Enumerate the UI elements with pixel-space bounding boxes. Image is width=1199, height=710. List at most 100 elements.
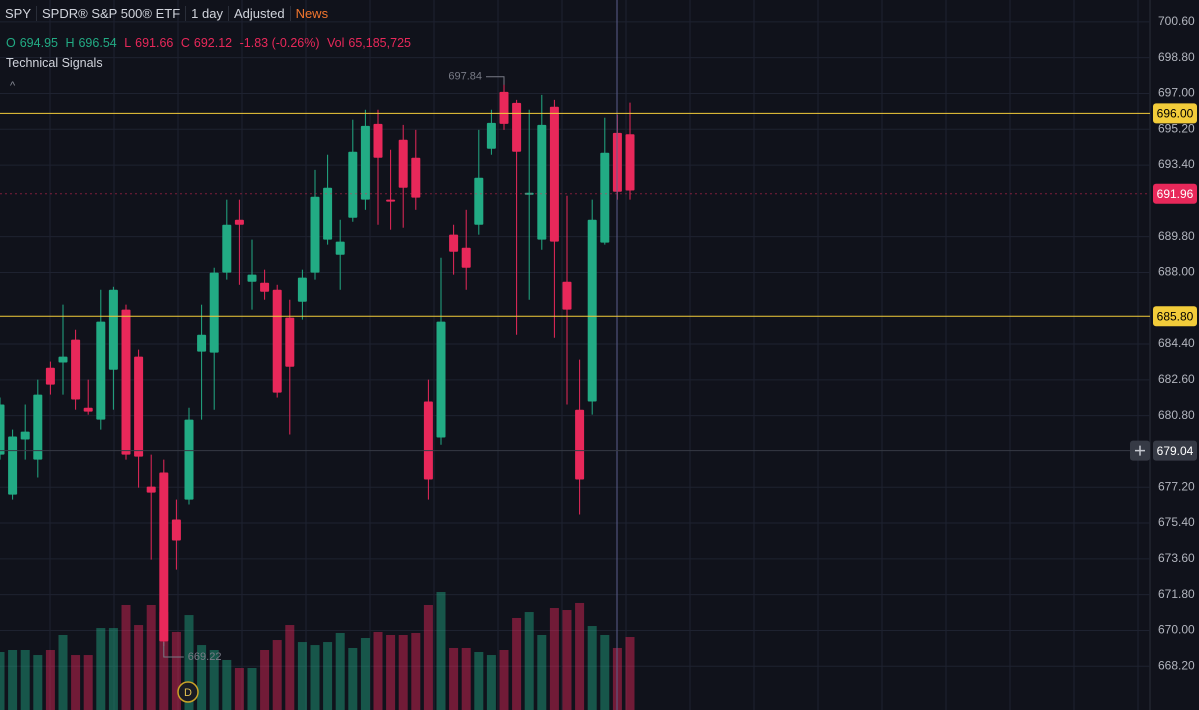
interval[interactable]: 1 day [186,6,229,21]
candle-body [96,321,106,420]
price-label-box [1153,103,1197,124]
c-value: 692.12 [193,36,233,50]
candle-body [45,367,55,385]
volume-bar [486,655,496,710]
price-label-box [1153,306,1197,327]
candle-body [20,431,30,440]
candle-body [398,139,408,188]
ohlc-legend: O 694.95 H 696.54 L 691.66 C 692.12 -1.83 (-… [6,36,415,50]
candle-body [512,102,522,152]
volume-bar [234,668,244,710]
volume-bar [360,638,370,710]
y-tick-label: 673.60 [1158,551,1195,565]
candle-body [360,125,370,200]
y-tick-label: 689.80 [1158,229,1195,243]
candle-body [171,519,181,541]
candle-body [310,196,320,273]
volume-bar [134,625,144,710]
price-label: 685.80 [1157,309,1194,323]
y-tick-label: 693.40 [1158,157,1195,171]
high-leader [486,76,505,85]
volume-bar [537,634,547,710]
volume-bar [461,647,471,710]
candle-body [423,401,433,480]
volume-bar [260,649,270,710]
candle-body [260,282,270,292]
price-label: 691.96 [1157,187,1194,201]
y-tick-label: 695.20 [1158,121,1195,135]
volume-bar [58,634,68,710]
candle-body [386,199,396,202]
volume-bar [285,625,295,710]
candle-body [184,419,194,500]
candle-body [549,106,559,242]
candle-body [449,234,459,252]
vol-value: 65,185,725 [348,36,411,50]
candle-body [474,177,484,225]
candle-body [575,409,585,480]
candle-body [121,309,131,455]
marker-circle[interactable] [177,681,199,703]
h-label: H [65,36,75,50]
candle-body [58,356,68,363]
y-tick-label: 675.40 [1158,515,1195,529]
header: SPY SPDR® S&P 500® ETF 1 day Adjusted Ne… [0,6,333,21]
candle-body [83,407,93,412]
candle-body [499,91,509,124]
volume-bar [600,634,610,710]
candle-body [461,247,471,268]
candle-body [335,241,345,255]
collapse-caret[interactable]: ^ [10,80,16,92]
volume-bar [272,640,282,710]
h-value: 696.54 [78,36,117,50]
y-tick-label: 682.60 [1158,372,1195,386]
volume-bar [8,649,18,710]
y-tick-label: 680.80 [1158,408,1195,422]
news[interactable]: News [295,6,329,21]
candle-body [222,224,232,273]
candle-body [209,272,219,353]
candle-body [33,394,43,460]
volume-bar [386,634,396,710]
candle-body [285,317,295,367]
price-label-box [1153,183,1197,204]
l-label: L [124,36,132,50]
volume-bar [323,642,333,710]
candle-body [562,281,572,310]
volume-bar [587,626,597,710]
volume-bar [499,649,509,710]
price-label-box [1153,440,1197,461]
volume-bar [524,612,534,710]
adjust[interactable]: Adjusted [229,6,291,21]
volume-bar [549,608,559,710]
volume-bar [121,604,131,710]
price-label: 679.04 [1157,444,1194,458]
candle-body [411,157,421,198]
candle-body [323,187,333,240]
volume-bar [474,652,484,710]
volume-bar [297,642,307,710]
candle-body [0,404,5,455]
volume-bar [184,615,194,710]
candle-body [348,151,358,218]
candle-body [587,219,597,402]
symbol[interactable]: SPY [0,6,38,21]
volume-bar [348,647,358,710]
volume-bar [449,647,459,710]
l-value: 691.66 [135,36,174,50]
security-name: SPDR® S&P 500® ETF [37,6,187,21]
o-label: O [6,36,16,50]
volume-bar [171,631,181,710]
candle-body [272,289,282,393]
volume-bar [0,652,5,710]
volume-bar [222,659,232,710]
technical-signals[interactable]: Technical Signals [6,56,103,70]
candle-body [197,334,207,352]
volume-bar [159,612,169,710]
low-leader [163,641,184,658]
y-tick-label: 700.60 [1158,14,1195,28]
candle-body [436,321,446,438]
y-tick-label: 668.20 [1158,658,1195,672]
c-label: C [180,36,190,50]
